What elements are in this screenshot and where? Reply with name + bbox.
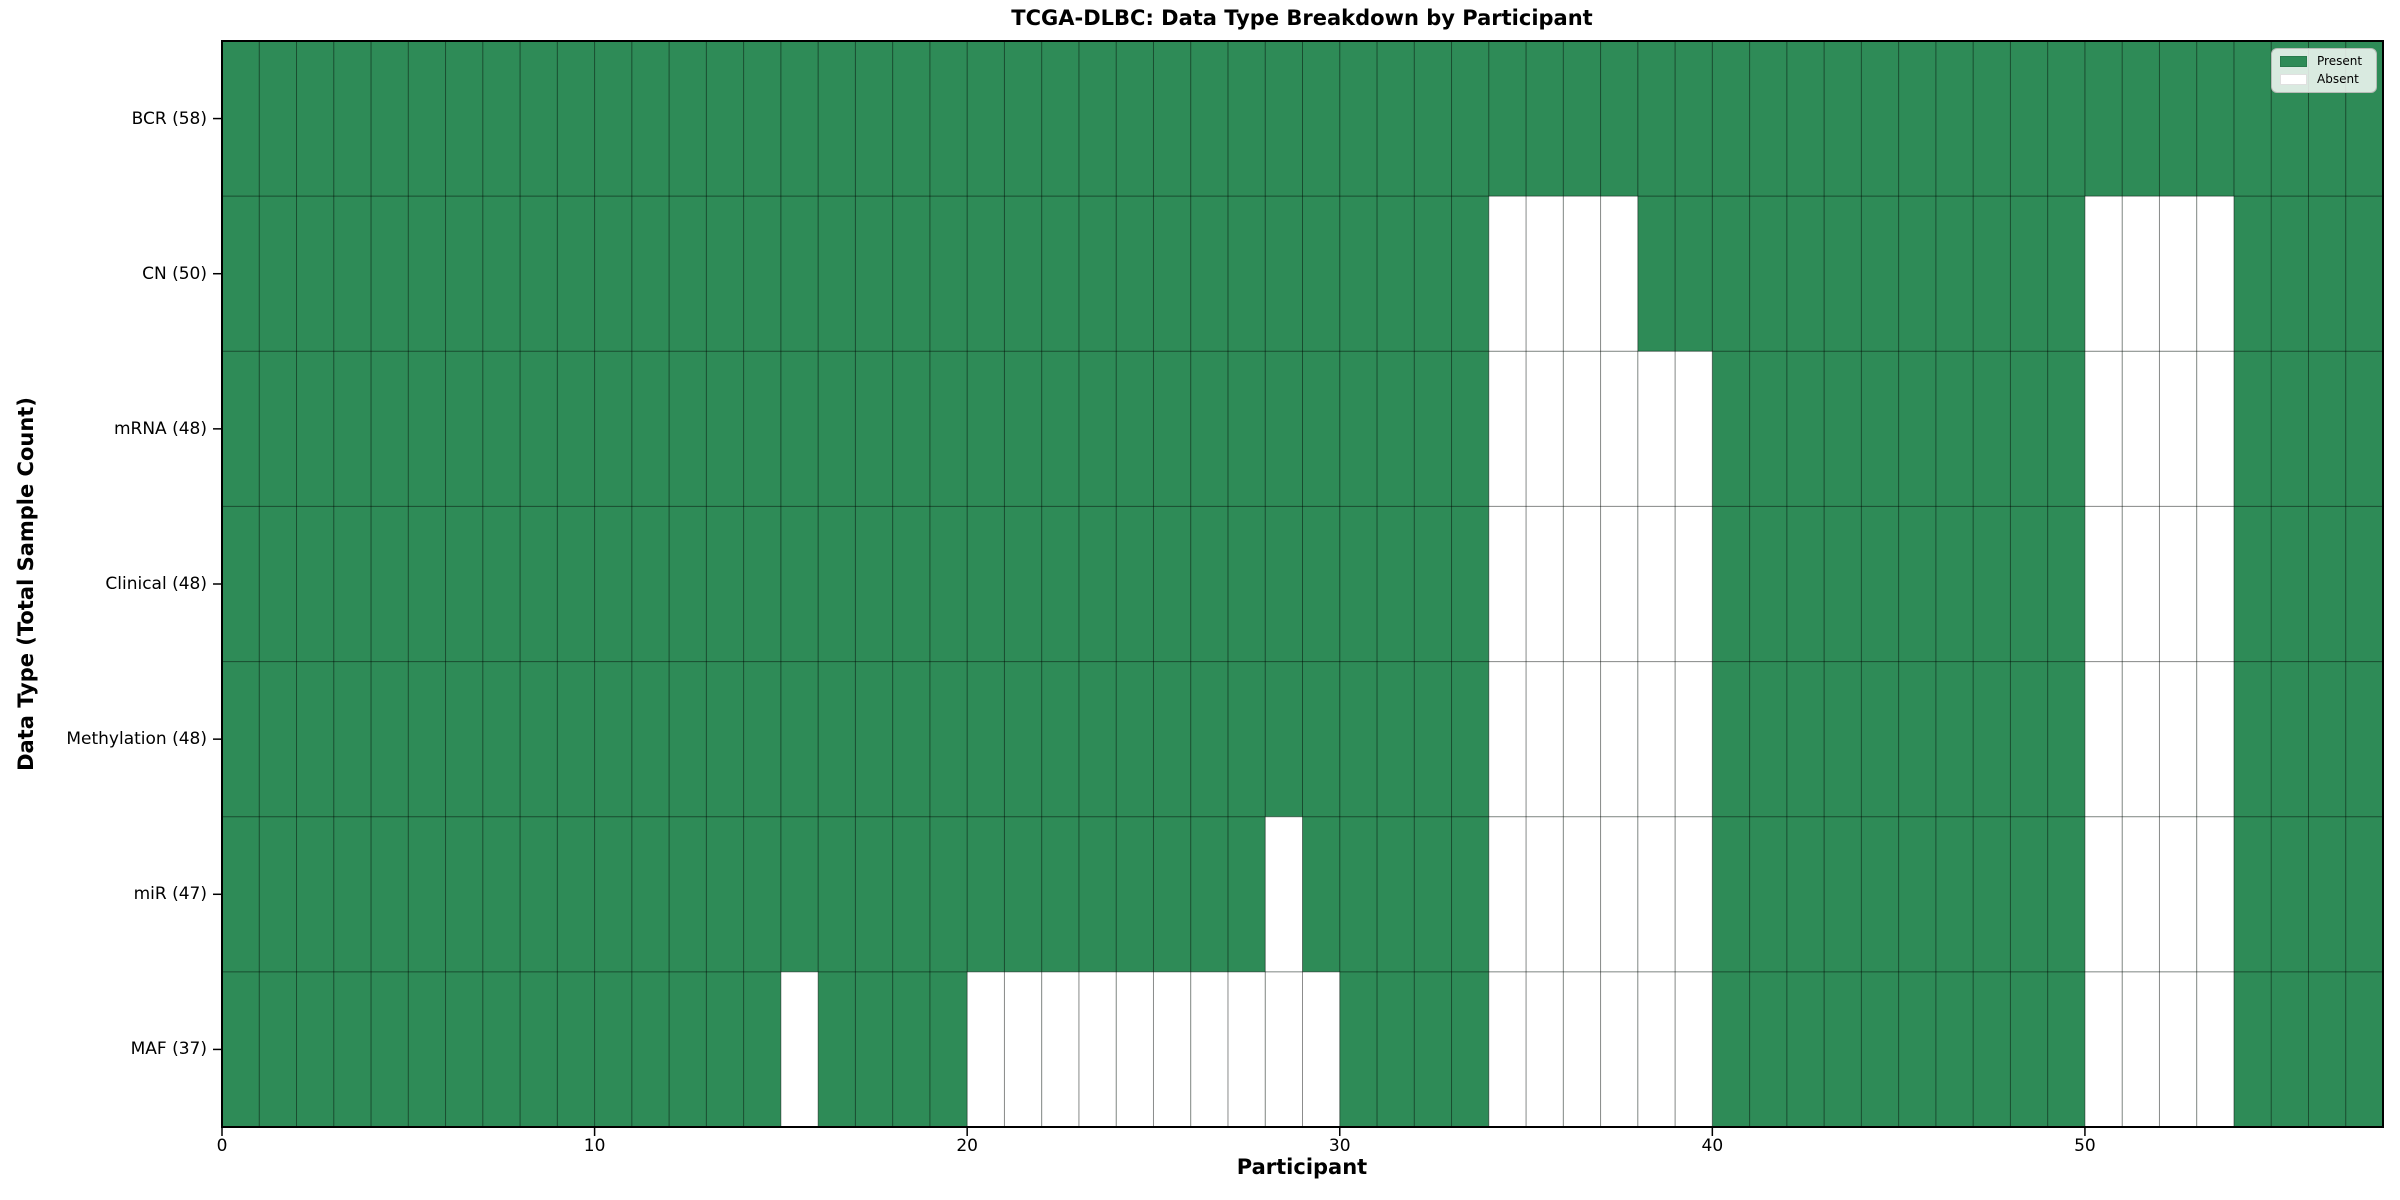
x-tick-label: 40 xyxy=(1701,1136,1724,1156)
absent-cell xyxy=(2159,196,2197,352)
absent-cell xyxy=(1004,971,1042,1127)
absent-cell xyxy=(2196,351,2234,507)
absent-cell xyxy=(2159,971,2197,1127)
absent-cell xyxy=(1600,816,1638,972)
absent-cell xyxy=(2122,816,2160,972)
y-tick-label: mRNA (48) xyxy=(113,418,207,439)
absent-cell xyxy=(1563,971,1601,1127)
absent-cell xyxy=(2196,506,2234,662)
legend-swatch-absent xyxy=(2280,74,2307,85)
y-tick-label: Methylation (48) xyxy=(66,729,207,750)
absent-cell xyxy=(1563,661,1601,817)
absent-cell xyxy=(1116,971,1154,1127)
absent-cell xyxy=(1637,971,1676,1127)
legend-item-absent: Absent xyxy=(2280,73,2368,86)
absent-cell xyxy=(1041,971,1079,1127)
legend-swatch-present xyxy=(2280,56,2307,67)
x-tick-label: 20 xyxy=(956,1136,978,1156)
absent-cell xyxy=(1488,506,1527,662)
absent-cell xyxy=(2159,351,2197,507)
absent-cell xyxy=(2196,971,2234,1127)
absent-cell xyxy=(2084,816,2123,972)
absent-cell xyxy=(1637,661,1676,817)
absent-cell xyxy=(2084,351,2123,507)
absent-cell xyxy=(1526,816,1564,972)
absent-cell xyxy=(1526,661,1564,817)
absent-cell xyxy=(2084,506,2123,662)
grid-lines xyxy=(222,41,2383,1127)
absent-cells-layer xyxy=(780,196,2234,1127)
absent-cell xyxy=(1675,971,1713,1127)
legend-label-present: Present xyxy=(2317,54,2363,68)
absent-cell xyxy=(2122,196,2160,352)
absent-cell xyxy=(1675,816,1713,972)
absent-cell xyxy=(1526,971,1564,1127)
y-tick-label: miR (47) xyxy=(133,884,207,905)
absent-cell xyxy=(1488,661,1527,817)
absent-cell xyxy=(2159,506,2197,662)
absent-cell xyxy=(1153,971,1191,1127)
absent-cell xyxy=(1563,196,1601,352)
absent-cell xyxy=(2196,816,2234,972)
absent-cell xyxy=(1488,816,1527,972)
x-axis-label: Participant xyxy=(1236,1155,1368,1179)
absent-cell xyxy=(2122,351,2160,507)
absent-cell xyxy=(1488,196,1527,352)
x-tick-label: 0 xyxy=(216,1136,228,1156)
absent-cell xyxy=(1078,971,1117,1127)
x-tick-label: 10 xyxy=(583,1136,606,1156)
absent-cell xyxy=(2159,816,2197,972)
absent-cell xyxy=(1190,971,1228,1127)
absent-cell xyxy=(2122,661,2160,817)
absent-cell xyxy=(2122,971,2160,1127)
axis-ticks xyxy=(213,117,2086,1136)
y-axis-label: Data Type (Total Sample Count) xyxy=(14,397,38,771)
absent-cell xyxy=(1526,196,1564,352)
absent-cell xyxy=(1563,506,1601,662)
absent-cell xyxy=(1637,816,1676,972)
absent-cell xyxy=(1526,351,1564,507)
absent-cell xyxy=(2122,506,2160,662)
y-tick-label: BCR (58) xyxy=(131,108,207,129)
x-tick-label: 50 xyxy=(2074,1136,2096,1156)
absent-cell xyxy=(1600,506,1638,662)
absent-cell xyxy=(1488,351,1527,507)
absent-cell xyxy=(1637,351,1676,507)
y-tick-label: CN (50) xyxy=(142,263,207,284)
absent-cell xyxy=(1526,506,1564,662)
y-tick-label: MAF (37) xyxy=(130,1039,207,1060)
absent-cell xyxy=(2196,196,2234,352)
absent-cell xyxy=(780,971,819,1127)
absent-cell xyxy=(1637,506,1676,662)
absent-cell xyxy=(967,971,1005,1127)
absent-cell xyxy=(2196,661,2234,817)
absent-cell xyxy=(1675,661,1713,817)
legend-item-present: Present xyxy=(2280,55,2368,68)
absent-cell xyxy=(1227,971,1266,1127)
absent-cell xyxy=(1675,351,1713,507)
absent-cell xyxy=(1302,971,1340,1127)
absent-cell xyxy=(2084,196,2123,352)
absent-cell xyxy=(2084,971,2123,1127)
absent-cell xyxy=(1488,971,1527,1127)
absent-cell xyxy=(1600,351,1638,507)
absent-cell xyxy=(1600,971,1638,1127)
absent-cell xyxy=(1563,351,1601,507)
absent-cell xyxy=(1600,196,1638,352)
absent-cell xyxy=(2084,661,2123,817)
x-tick-label: 30 xyxy=(1328,1136,1351,1156)
legend: Present Absent xyxy=(2271,48,2377,93)
legend-label-absent: Absent xyxy=(2317,72,2359,86)
absent-cell xyxy=(1265,816,1303,972)
absent-cell xyxy=(2159,661,2197,817)
absent-cell xyxy=(1675,506,1713,662)
absent-cell xyxy=(1563,816,1601,972)
absent-cell xyxy=(1265,971,1303,1127)
y-tick-label: Clinical (48) xyxy=(105,574,207,594)
chart-title: TCGA-DLBC: Data Type Breakdown by Partic… xyxy=(1011,6,1593,30)
plot-border xyxy=(221,40,2384,1128)
absent-cell xyxy=(1600,661,1638,817)
